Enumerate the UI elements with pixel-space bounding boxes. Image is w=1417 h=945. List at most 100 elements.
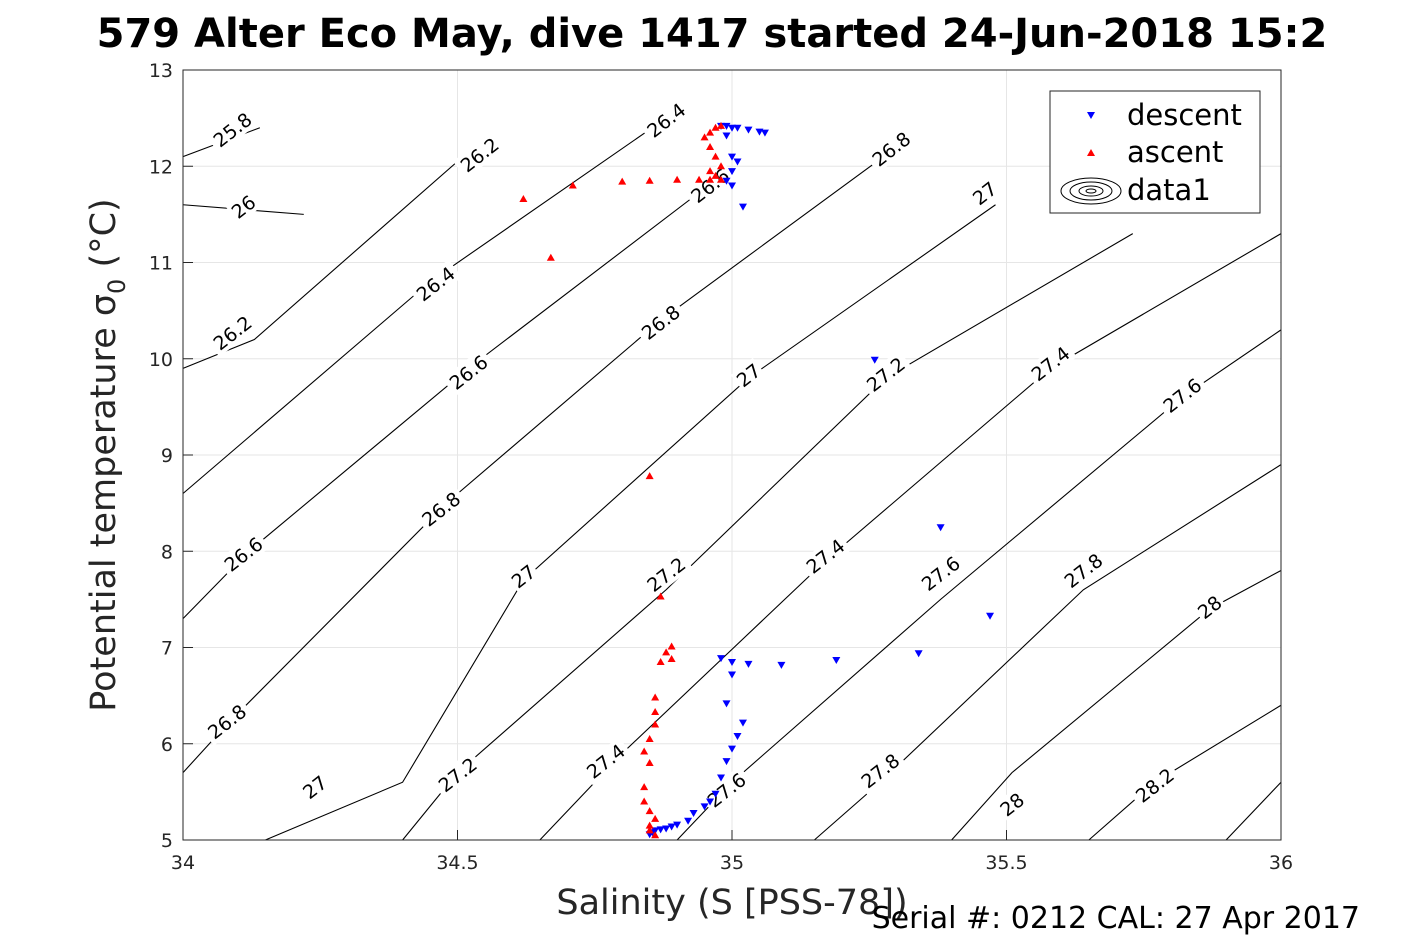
ascent-point bbox=[651, 831, 660, 839]
contour-label-bg bbox=[853, 746, 907, 795]
contour-label-bg bbox=[225, 189, 262, 224]
descent-point bbox=[728, 124, 736, 132]
ascent-point bbox=[645, 826, 654, 834]
descent-point bbox=[689, 810, 698, 818]
y-tick-label: 11 bbox=[149, 253, 173, 275]
descent-point bbox=[722, 132, 731, 140]
contour-label-bg bbox=[1191, 589, 1228, 625]
contour-label-bg bbox=[452, 130, 506, 179]
ascent-point bbox=[662, 648, 671, 656]
contour-label-bg bbox=[639, 550, 693, 599]
contour-label-bg bbox=[683, 161, 737, 210]
descent-point bbox=[728, 168, 736, 176]
ascent-point bbox=[618, 177, 627, 185]
descent-point bbox=[986, 612, 995, 620]
x-axis-ticks: 34 34.5 35 35.5 36 bbox=[171, 830, 1293, 874]
descent-point bbox=[722, 758, 731, 766]
y-tick-label: 13 bbox=[149, 60, 173, 82]
contour-label-bg bbox=[1128, 761, 1182, 810]
ascent-point bbox=[640, 783, 649, 791]
descent-point bbox=[733, 733, 742, 741]
y-tick-label: 5 bbox=[161, 830, 173, 852]
descent-point bbox=[728, 182, 736, 190]
x-tick-label: 35 bbox=[720, 852, 744, 874]
contour-label-bg bbox=[296, 769, 333, 805]
contour-label-bg bbox=[700, 765, 753, 815]
x-axis-label: Salinity (S [PSS-78]) bbox=[556, 883, 907, 923]
ascent-point bbox=[645, 734, 654, 742]
contour-label-bg bbox=[205, 105, 259, 154]
x-tick-label: 35.5 bbox=[985, 852, 1027, 874]
legend-item-descent: descent bbox=[1087, 98, 1242, 132]
descent-point bbox=[777, 661, 786, 669]
y-tick-label: 8 bbox=[161, 541, 173, 563]
contour-label-bg bbox=[859, 350, 913, 399]
ascent-point bbox=[711, 171, 720, 179]
ascent-point bbox=[546, 253, 555, 261]
ascent-point bbox=[645, 759, 654, 766]
descent-point bbox=[870, 356, 879, 364]
legend-ascent-label: ascent bbox=[1127, 135, 1223, 169]
ascent-point bbox=[667, 655, 676, 663]
y-tick-label: 10 bbox=[149, 349, 173, 371]
contour-label-bg bbox=[639, 95, 693, 145]
descent-point bbox=[936, 524, 945, 532]
y-tick-label: 12 bbox=[149, 156, 173, 178]
descent-point bbox=[728, 671, 736, 679]
contour-label-bg bbox=[1056, 546, 1110, 595]
ascent-point bbox=[651, 720, 660, 728]
data-series bbox=[519, 121, 995, 839]
legend-descent-marker bbox=[1087, 112, 1095, 119]
descent-point bbox=[738, 203, 747, 211]
y-tick-label: 6 bbox=[161, 734, 173, 756]
descent-point bbox=[728, 745, 736, 753]
ascent-point bbox=[651, 814, 660, 822]
ascent-point bbox=[519, 194, 528, 202]
legend-item-data1: data1 bbox=[1060, 173, 1211, 207]
descent-point bbox=[733, 124, 742, 132]
descent-point bbox=[744, 660, 753, 668]
y-axis-ticks: 5 6 7 8 9 10 11 12 13 bbox=[149, 60, 193, 852]
contour-label-bg bbox=[966, 175, 1003, 211]
ascent-point bbox=[651, 707, 660, 715]
contour-line-28 bbox=[951, 570, 1282, 841]
contour-label-bg bbox=[634, 298, 688, 347]
contour-label-bg bbox=[914, 549, 968, 598]
legend-item-ascent: ascent bbox=[1087, 135, 1223, 169]
ascent-point bbox=[651, 693, 660, 701]
ascent-point bbox=[706, 167, 715, 175]
contour-label-bg bbox=[1155, 371, 1209, 420]
ascent-point bbox=[645, 821, 654, 829]
ascent-point bbox=[717, 121, 726, 129]
contour-line-27.2 bbox=[402, 233, 1134, 841]
x-tick-label: 34 bbox=[171, 852, 195, 874]
ascent-point bbox=[645, 176, 654, 184]
ascent-point bbox=[717, 162, 726, 170]
ascent-point bbox=[711, 152, 720, 160]
contour-label-bg bbox=[200, 697, 254, 746]
ascent-point bbox=[711, 123, 720, 131]
contour-label-bg bbox=[409, 259, 463, 308]
descent-point bbox=[733, 158, 742, 166]
descent-point bbox=[722, 700, 731, 708]
contour-label-bg bbox=[1023, 339, 1077, 388]
descent-point bbox=[728, 153, 736, 161]
descent-point bbox=[914, 650, 923, 658]
contour-line-edge bbox=[1225, 781, 1282, 841]
contour-label-bg bbox=[505, 558, 542, 594]
y-tick-label: 9 bbox=[161, 445, 173, 467]
legend-descent-label: descent bbox=[1127, 98, 1242, 132]
descent-point bbox=[717, 655, 726, 663]
contour-label-bg bbox=[994, 787, 1030, 822]
ascent-point bbox=[695, 175, 704, 183]
y-axis-label-subscript: 0 bbox=[103, 279, 131, 294]
legend-ascent-marker bbox=[1087, 149, 1095, 156]
x-tick-label: 34.5 bbox=[436, 852, 478, 874]
y-axis-label: Potential temperature σ0 (°C) bbox=[84, 198, 131, 711]
ascent-point bbox=[667, 642, 676, 650]
ascent-point bbox=[706, 175, 715, 183]
ascent-point bbox=[706, 143, 715, 150]
ascent-point bbox=[700, 133, 709, 141]
footer-calibration: Serial #: 0212 CAL: 27 Apr 2017 bbox=[872, 901, 1360, 936]
